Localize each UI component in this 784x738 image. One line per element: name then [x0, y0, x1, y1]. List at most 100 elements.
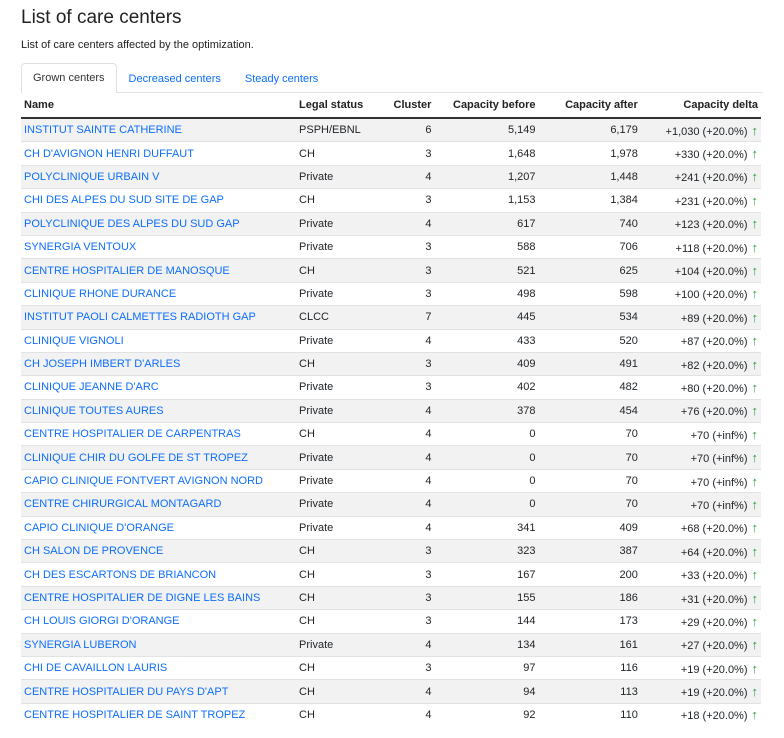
cell-capacity-delta: +118 (+20.0%) ↑: [640, 234, 761, 259]
table-row: CHI DES ALPES DU SUD SITE DE GAP CH 3 1,153…: [21, 188, 761, 213]
delta-value: +330 (+20.0%): [674, 149, 748, 162]
care-center-link[interactable]: CH SALON DE PROVENCE: [24, 545, 164, 558]
care-center-link[interactable]: CHI DES ALPES DU SUD SITE DE GAP: [24, 194, 224, 207]
delta-value: +87 (+20.0%): [680, 336, 748, 349]
delta-value: +19 (+20.0%): [680, 687, 748, 700]
arrow-up-icon: ↑: [751, 707, 759, 723]
cell-name: CENTRE HOSPITALIER DE MANOSQUE: [21, 258, 297, 283]
care-center-link[interactable]: CLINIQUE CHIR DU GOLFE DE ST TROPEZ: [24, 451, 248, 464]
care-center-link[interactable]: CENTRE HOSPITALIER DE CARPENTRAS: [24, 428, 241, 441]
column-header-capacity-before[interactable]: Capacity before: [434, 93, 539, 119]
cell-capacity-after: 491: [538, 351, 641, 376]
care-center-link[interactable]: CENTRE HOSPITALIER DE DIGNE LES BAINS: [24, 592, 261, 604]
cell-cluster: 3: [379, 375, 435, 400]
tab-steady-centers[interactable]: Steady centers: [244, 73, 319, 85]
care-center-link[interactable]: CENTRE HOSPITALIER DE MANOSQUE: [24, 264, 230, 277]
cell-capacity-delta: +29 (+20.0%) ↑: [640, 609, 761, 634]
tab-decreased-centers[interactable]: Decreased centers: [128, 73, 221, 85]
cell-capacity-delta: +104 (+20.0%) ↑: [640, 258, 761, 283]
cell-capacity-delta: +123 (+20.0%) ↑: [640, 211, 761, 236]
cell-capacity-delta: +100 (+20.0%) ↑: [640, 281, 761, 306]
care-center-link[interactable]: CHI DE CAVAILLON LAURIS: [24, 662, 168, 675]
cell-legal-status: CH: [296, 562, 380, 587]
cell-capacity-delta: +33 (+20.0%) ↑: [640, 562, 761, 587]
cell-cluster: 3: [379, 351, 435, 376]
cell-legal-status: Private: [296, 492, 380, 517]
column-header-capacity-after[interactable]: Capacity after: [538, 93, 641, 119]
care-center-link[interactable]: POLYCLINIQUE URBAIN V: [24, 170, 160, 183]
care-center-link[interactable]: CLINIQUE TOUTES AURES: [24, 404, 164, 417]
cell-capacity-before: 0: [434, 468, 539, 493]
arrow-up-icon: ↑: [751, 379, 759, 395]
care-center-link[interactable]: CH DES ESCARTONS DE BRIANCON: [24, 568, 217, 581]
care-center-link[interactable]: CAPIO CLINIQUE D'ORANGE: [24, 521, 175, 534]
cell-capacity-after: 534: [538, 305, 641, 330]
cell-capacity-before: 97: [434, 655, 539, 680]
cell-capacity-after: 387: [538, 539, 641, 563]
table-row: CENTRE HOSPITALIER DU PAYS D'APT CH 4 94 113…: [21, 679, 761, 704]
care-center-link[interactable]: CAPIO CLINIQUE FONTVERT AVIGNON NORD: [24, 475, 263, 488]
cell-capacity-delta: +1,030 (+20.0%) ↑: [640, 117, 761, 142]
arrow-up-icon: ↑: [751, 520, 759, 536]
care-center-link[interactable]: POLYCLINIQUE DES ALPES DU SUD GAP: [24, 217, 240, 230]
cell-cluster: 4: [379, 632, 435, 657]
care-center-link[interactable]: CH LOUIS GIORGI D'ORANGE: [24, 615, 180, 628]
cell-name: POLYCLINIQUE URBAIN V: [21, 164, 297, 189]
delta-value: +70 (+inf%): [690, 499, 748, 512]
care-center-link[interactable]: CLINIQUE VIGNOLI: [24, 334, 124, 347]
cell-legal-status: PSPH/EBNL: [296, 117, 380, 142]
column-header-capacity-delta[interactable]: Capacity delta: [640, 93, 761, 119]
column-header-legal-status[interactable]: Legal status: [296, 93, 380, 119]
cell-capacity-after: 1,384: [538, 188, 641, 213]
cell-capacity-after: 520: [538, 328, 641, 353]
cell-capacity-before: 402: [434, 375, 539, 400]
care-center-link[interactable]: CENTRE HOSPITALIER DE SAINT TROPEZ: [24, 708, 246, 721]
cell-capacity-after: 161: [538, 632, 641, 657]
column-header-cluster[interactable]: Cluster: [379, 93, 435, 119]
cell-cluster: 3: [379, 562, 435, 587]
cell-capacity-delta: +70 (+inf%) ↑: [640, 492, 761, 517]
cell-capacity-after: 740: [538, 211, 641, 236]
arrow-up-icon: ↑: [751, 590, 759, 606]
tab-grown-centers[interactable]: Grown centers: [21, 63, 117, 93]
cell-capacity-after: 6,179: [538, 117, 641, 142]
care-center-link[interactable]: CLINIQUE RHONE DURANCE: [24, 287, 177, 300]
cell-legal-status: CH: [296, 141, 380, 166]
arrow-up-icon: ↑: [751, 637, 759, 653]
cell-cluster: 4: [379, 422, 435, 446]
delta-value: +29 (+20.0%): [680, 616, 748, 629]
care-center-link[interactable]: SYNERGIA LUBERON: [24, 638, 137, 651]
cell-capacity-delta: +70 (+inf%) ↑: [640, 468, 761, 493]
care-center-link[interactable]: SYNERGIA VENTOUX: [24, 241, 137, 254]
table-body: INSTITUT SAINTE CATHERINE PSPH/EBNL 6 5,149…: [21, 117, 761, 727]
delta-value: +123 (+20.0%): [674, 219, 748, 232]
care-center-link[interactable]: CENTRE HOSPITALIER DU PAYS D'APT: [24, 685, 229, 698]
care-center-link[interactable]: CLINIQUE JEANNE D'ARC: [24, 381, 159, 394]
cell-name: CHI DES ALPES DU SUD SITE DE GAP: [21, 188, 297, 213]
arrow-up-icon: ↑: [751, 567, 759, 583]
care-center-link[interactable]: CH JOSEPH IMBERT D'ARLES: [24, 358, 181, 371]
care-center-link[interactable]: INSTITUT PAOLI CALMETTES RADIOTH GAP: [24, 311, 256, 324]
cell-capacity-before: 0: [434, 492, 539, 517]
cell-capacity-delta: +68 (+20.0%) ↑: [640, 515, 761, 540]
cell-legal-status: Private: [296, 398, 380, 423]
care-center-link[interactable]: CENTRE CHIRURGICAL MONTAGARD: [24, 498, 222, 511]
cell-legal-status: CH: [296, 655, 380, 680]
delta-value: +70 (+inf%): [690, 453, 748, 466]
delta-value: +27 (+20.0%): [680, 640, 748, 653]
care-center-link[interactable]: INSTITUT SAINTE CATHERINE: [24, 124, 182, 137]
cell-capacity-after: 1,448: [538, 164, 641, 189]
table-row: CH LOUIS GIORGI D'ORANGE CH 3 144 173 +29 (+2…: [21, 609, 761, 634]
cell-name: CHI DE CAVAILLON LAURIS: [21, 655, 297, 680]
cell-capacity-before: 1,153: [434, 188, 539, 213]
cell-legal-status: CH: [296, 422, 380, 446]
cell-cluster: 7: [379, 305, 435, 330]
cell-capacity-delta: +19 (+20.0%) ↑: [640, 679, 761, 704]
column-header-name[interactable]: Name: [21, 93, 297, 119]
cell-name: CLINIQUE JEANNE D'ARC: [21, 375, 297, 400]
cell-legal-status: Private: [296, 375, 380, 400]
care-center-link[interactable]: CH D'AVIGNON HENRI DUFFAUT: [24, 147, 194, 160]
cell-capacity-before: 155: [434, 585, 539, 610]
cell-capacity-before: 341: [434, 515, 539, 540]
table-row: CLINIQUE VIGNOLI Private 4 433 520 +87 (+20.0…: [21, 328, 761, 353]
